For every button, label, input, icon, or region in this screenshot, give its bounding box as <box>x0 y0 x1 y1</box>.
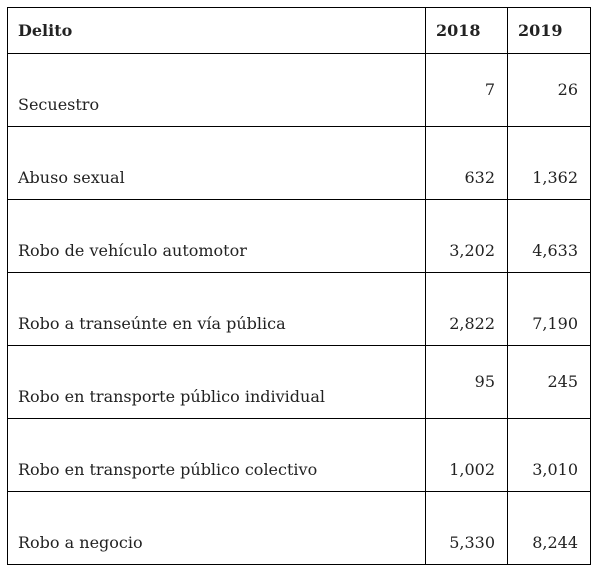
cell-2019: 7,190 <box>507 272 591 346</box>
cell-2018: 5,330 <box>425 491 508 565</box>
table-row: Robo de vehículo automotor 3,202 4,633 <box>7 199 591 273</box>
cell-2018: 95 <box>425 345 508 419</box>
cell-2018: 632 <box>425 126 508 200</box>
header-delito: Delito <box>7 7 426 54</box>
table-header-row: Delito 2018 2019 <box>7 7 591 54</box>
table-row: Robo a negocio 5,330 8,244 <box>7 491 591 565</box>
header-2019: 2019 <box>507 7 591 54</box>
cell-2018: 1,002 <box>425 418 508 492</box>
cell-delito: Secuestro <box>7 53 426 127</box>
cell-delito: Abuso sexual <box>7 126 426 200</box>
cell-2019: 1,362 <box>507 126 591 200</box>
cell-delito: Robo en transporte público individual <box>7 345 426 419</box>
cell-2018: 7 <box>425 53 508 127</box>
cell-2019: 8,244 <box>507 491 591 565</box>
table-row: Robo en transporte público colectivo 1,0… <box>7 418 591 492</box>
table-row: Abuso sexual 632 1,362 <box>7 126 591 200</box>
cell-2018: 2,822 <box>425 272 508 346</box>
cell-2019: 3,010 <box>507 418 591 492</box>
table-row: Secuestro 7 26 <box>7 53 591 127</box>
cell-delito: Robo en transporte público colectivo <box>7 418 426 492</box>
cell-delito: Robo a transeúnte en vía pública <box>7 272 426 346</box>
table-row: Robo a transeúnte en vía pública 2,822 7… <box>7 272 591 346</box>
cell-2019: 26 <box>507 53 591 127</box>
cell-delito: Robo de vehículo automotor <box>7 199 426 273</box>
cell-delito: Robo a negocio <box>7 491 426 565</box>
crime-statistics-table: Delito 2018 2019 Secuestro 7 26 Abuso se… <box>7 7 591 565</box>
cell-2019: 245 <box>507 345 591 419</box>
cell-2018: 3,202 <box>425 199 508 273</box>
cell-2019: 4,633 <box>507 199 591 273</box>
table-row: Robo en transporte público individual 95… <box>7 345 591 419</box>
header-2018: 2018 <box>425 7 508 54</box>
